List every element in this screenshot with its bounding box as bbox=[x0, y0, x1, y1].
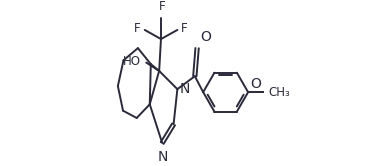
Text: F: F bbox=[158, 0, 165, 13]
Text: HO: HO bbox=[123, 55, 141, 68]
Text: N: N bbox=[180, 82, 191, 96]
Text: F: F bbox=[134, 22, 141, 35]
Text: CH₃: CH₃ bbox=[268, 86, 290, 99]
Text: O: O bbox=[200, 30, 211, 44]
Text: O: O bbox=[250, 77, 261, 91]
Text: F: F bbox=[181, 22, 188, 35]
Text: N: N bbox=[158, 150, 168, 164]
